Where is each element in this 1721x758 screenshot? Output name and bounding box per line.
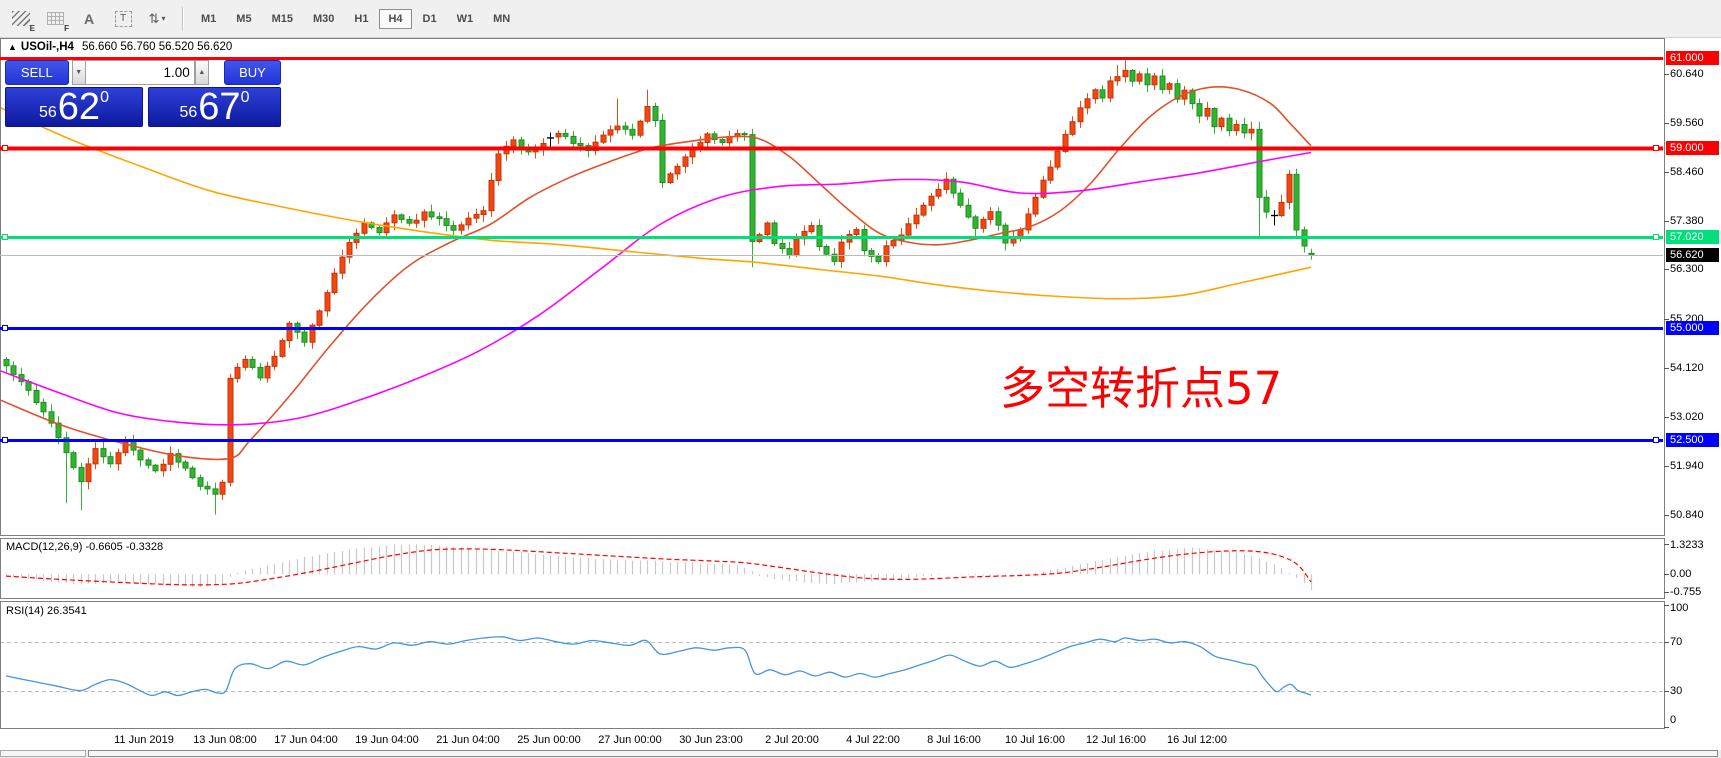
line-handle[interactable]: [2, 145, 8, 151]
axis-tick: [1664, 515, 1669, 516]
volume-input[interactable]: [84, 60, 195, 85]
timeframe-group: M1 M5 M15 M30 H1 H4 D1 W1 MN: [191, 8, 520, 29]
ohlc-readout: 56.660 56.760 56.520 56.620: [81, 41, 233, 53]
date-label: 30 Jun 23:00: [679, 734, 743, 746]
buy-price-display[interactable]: 56 67 0: [147, 87, 281, 127]
date-label: 16 Jul 12:00: [1167, 734, 1227, 746]
collapse-arrow-icon[interactable]: ▲: [8, 42, 17, 52]
price-axis-label: 51.940: [1670, 459, 1704, 472]
axis-tick: [1664, 74, 1669, 76]
text-box-icon[interactable]: T: [110, 8, 136, 30]
mid-ma-magenta: [1, 151, 1312, 426]
horizontal-lines[interactable]: [0, 57, 1663, 442]
tf-button-MN[interactable]: MN: [493, 12, 511, 25]
line-handle[interactable]: [2, 234, 8, 240]
scrollbar-stub[interactable]: [0, 750, 86, 757]
volume-decrease-button[interactable]: ▼: [71, 60, 85, 85]
axis-tick: [1664, 269, 1669, 271]
price-axis-label: 50.840: [1670, 509, 1704, 521]
axis-tick: [1664, 172, 1669, 174]
rsi-axis-label: 0: [1670, 714, 1677, 726]
price-badge-56.620: 56.620: [1666, 248, 1719, 262]
price-badge-57.020: 57.020: [1666, 230, 1719, 244]
date-label: 21 Jun 04:00: [436, 734, 500, 746]
tf-button-M30[interactable]: M30: [312, 12, 335, 25]
buy-button[interactable]: BUY: [223, 60, 281, 85]
macd-label: MACD(12,26,9) -0.6605 -0.3328: [6, 541, 164, 553]
date-label: 12 Jul 16:00: [1086, 734, 1146, 746]
line-handle[interactable]: [1653, 437, 1659, 443]
price-axis-label: 58.460: [1670, 166, 1704, 179]
line-handle[interactable]: [2, 325, 8, 331]
sell-button[interactable]: SELL: [5, 60, 69, 85]
price-axis-label: 53.020: [1670, 410, 1704, 423]
rsi-axis-label: 30: [1670, 684, 1683, 697]
arrange-windows-icon[interactable]: ⇅ ▾: [148, 10, 166, 26]
price-axis-label: 57.380: [1670, 214, 1704, 227]
slow-ma-orange: [1, 107, 1312, 300]
price-axis-label: 59.560: [1670, 116, 1704, 129]
date-label: 17 Jun 04:00: [274, 734, 338, 746]
volume-increase-button[interactable]: ▲: [194, 60, 209, 85]
line-handle[interactable]: [2, 437, 8, 443]
date-label: 11 Jun 2019: [114, 734, 174, 746]
price-badge-55.000: 55.000: [1666, 321, 1719, 335]
date-label: 19 Jun 04:00: [355, 734, 419, 746]
date-label: 8 Jul 16:00: [927, 734, 981, 746]
date-label: 4 Jul 22:00: [846, 734, 900, 746]
tf-button-M15[interactable]: M15: [271, 12, 293, 25]
date-axis: 11 Jun 2019 13 Jun 08:00 17 Jun 04:00 19 Ju…: [0, 729, 1721, 750]
annotation-text: 多空转折点57: [1000, 362, 1283, 415]
tf-button-W1[interactable]: W1: [456, 12, 474, 25]
sell-price-display[interactable]: 56 62 0: [5, 87, 143, 127]
symbol-title: ▲ USOil-,H4 56.660 56.760 56.520 56.620: [8, 41, 233, 53]
rsi-plot: [1, 636, 1663, 697]
price-badge-59.000: 59.000: [1666, 141, 1719, 155]
toolbar: E F A T ⇅ ▾ M1 M5 M15 M30 H1 H4 D1 W1 MN: [0, 0, 1721, 38]
fibonacci-grid-icon[interactable]: F: [42, 8, 69, 33]
axis-tick: [1664, 122, 1669, 124]
price-badge-52.500: 52.500: [1666, 433, 1719, 447]
date-label: 13 Jun 08:00: [193, 734, 257, 746]
axis-tick: [1664, 367, 1669, 369]
rsi-label: RSI(14) 26.3541: [6, 605, 87, 617]
axis-tick: [1664, 318, 1669, 320]
rsi-axis-label: 100: [1670, 602, 1689, 614]
axis-tick: [1664, 465, 1669, 467]
macd-axis-label: 1.3233: [1670, 539, 1704, 551]
date-label: 10 Jul 16:00: [1005, 734, 1065, 746]
axis-tick: [1664, 416, 1669, 418]
price-badge-61.000: 61.000: [1666, 51, 1719, 65]
toolbar-separator: [182, 6, 183, 31]
macd-plot: [5, 544, 1313, 590]
tf-button-D1[interactable]: D1: [422, 12, 437, 25]
price-axis-label: 54.120: [1670, 361, 1704, 374]
date-label: 27 Jun 00:00: [598, 734, 662, 746]
macd-axis-label: 0.00: [1670, 568, 1692, 581]
indicators-icon[interactable]: E: [8, 8, 35, 33]
scrollbar-thumb[interactable]: [88, 750, 1718, 757]
text-label-icon[interactable]: A: [83, 10, 95, 27]
tf-button-M1[interactable]: M1: [201, 12, 217, 25]
price-axis-label: 60.640: [1670, 68, 1704, 81]
fast-ma-red: [1, 86, 1312, 461]
horizontal-scrollbar[interactable]: [0, 750, 1721, 758]
candlestick-series: [3, 60, 1315, 515]
tf-button-H4[interactable]: H4: [379, 8, 412, 29]
date-label: 2 Jul 20:00: [765, 734, 819, 746]
line-handle[interactable]: [1653, 234, 1659, 240]
line-handle[interactable]: [1653, 145, 1659, 151]
tf-button-H1[interactable]: H1: [354, 12, 369, 25]
axis-tick: [1664, 220, 1669, 222]
macd-panel[interactable]: [0, 538, 1665, 599]
rsi-axis-label: 70: [1670, 635, 1683, 648]
price-axis-label: 56.300: [1670, 263, 1704, 276]
chevron-down-icon: ▾: [161, 14, 166, 23]
date-label: 25 Jun 00:00: [517, 734, 581, 746]
tf-button-M5[interactable]: M5: [236, 12, 252, 25]
macd-axis-label: -0.755: [1670, 585, 1702, 598]
